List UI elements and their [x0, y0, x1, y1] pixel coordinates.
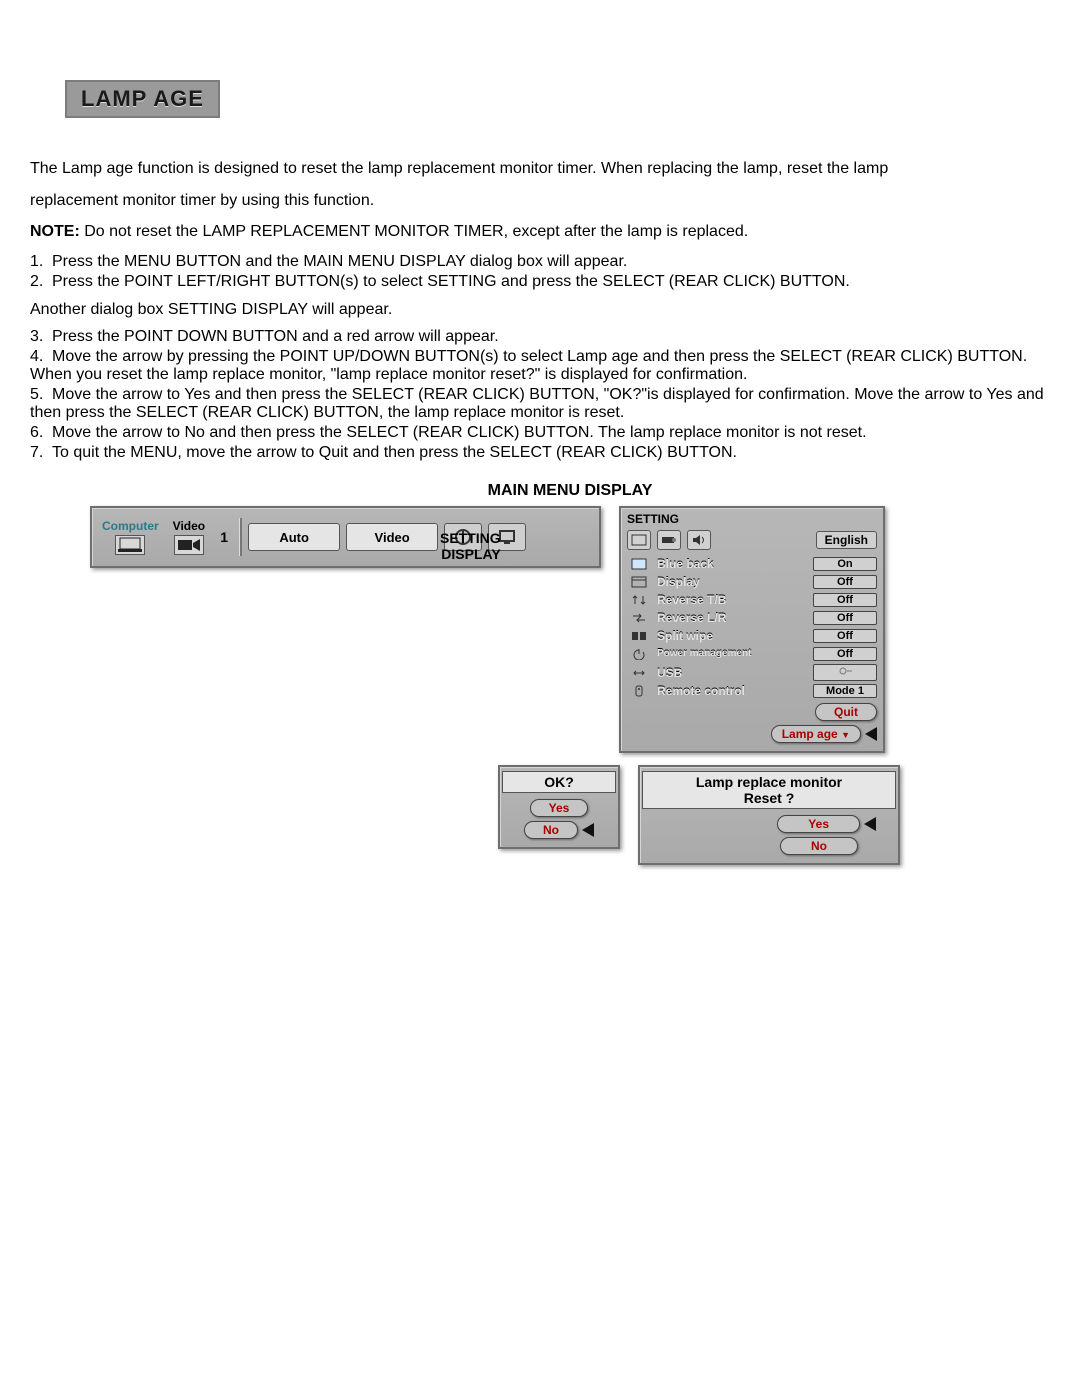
- setting-item-reverse-tb[interactable]: Reverse T/B Off: [627, 592, 877, 608]
- selection-arrow-icon: [865, 727, 877, 741]
- setting-item-label: Blue back: [657, 557, 807, 571]
- setting-item-split-wipe[interactable]: Split wipe Off: [627, 628, 877, 644]
- step-2: 2. Press the POINT LEFT/RIGHT BUTTON(s) …: [30, 273, 1050, 291]
- display-icon: [627, 574, 651, 590]
- setting-item-value: Off: [813, 611, 877, 625]
- power-management-icon: [627, 646, 651, 662]
- step-7: 7. To quit the MENU, move the arrow to Q…: [30, 444, 1050, 462]
- ok-dialog-title: OK?: [502, 771, 616, 793]
- split-wipe-icon: [627, 628, 651, 644]
- setting-item-blue-back[interactable]: Blue back On: [627, 556, 877, 572]
- tab-computer[interactable]: Computer: [98, 519, 163, 555]
- reset-yes-button[interactable]: Yes: [777, 815, 860, 833]
- screen-small-icon: [627, 530, 651, 550]
- step-1: 1. Press the MENU BUTTON and the MAIN ME…: [30, 253, 1050, 271]
- setting-item-label: Power management: [657, 649, 807, 659]
- callout-line-1: SETTING: [440, 530, 501, 546]
- tab-video[interactable]: Video: [169, 519, 209, 555]
- step-4: 4. Move the arrow by pressing the POINT …: [30, 348, 1050, 384]
- tab-video-label: Video: [173, 519, 205, 533]
- page-title-badge: LAMP AGE: [65, 80, 220, 118]
- note-text: Do not reset the LAMP REPLACEMENT MONITO…: [80, 223, 748, 240]
- setting-top-row: English: [627, 530, 877, 550]
- setting-item-value: Mode 1: [813, 684, 877, 698]
- step-6-text: Move the arrow to No and then press the …: [52, 424, 867, 441]
- figure-area: MAIN MENU DISPLAY Computer Video 1 Auto …: [30, 482, 1050, 865]
- camcorder-icon: [174, 535, 204, 555]
- setting-display-callout: SETTING DISPLAY: [440, 530, 501, 562]
- setting-item-value: Off: [813, 629, 877, 643]
- reset-title-line2: Reset ?: [744, 790, 795, 806]
- quit-button[interactable]: Quit: [815, 703, 877, 721]
- blue-back-icon: [627, 556, 651, 572]
- ok-no-button[interactable]: No: [524, 821, 578, 839]
- setting-item-usb[interactable]: USB: [627, 664, 877, 681]
- usb-icon: [627, 665, 651, 681]
- setting-header: SETTING: [627, 512, 877, 526]
- selection-arrow-icon: [582, 823, 594, 837]
- speaker-small-icon: [687, 530, 711, 550]
- step-1-text: Press the MENU BUTTON and the MAIN MENU …: [52, 253, 627, 270]
- tab-computer-label: Computer: [102, 519, 159, 533]
- setting-item-value: Off: [813, 575, 877, 589]
- setting-item-label: Display: [657, 575, 807, 589]
- setting-item-label: Split wipe: [657, 629, 807, 643]
- reset-dialog-title: Lamp replace monitor Reset ?: [642, 771, 896, 809]
- setting-panel: SETTING English Blue back On: [619, 506, 885, 753]
- ok-yes-button[interactable]: Yes: [530, 799, 589, 817]
- setting-item-label: Reverse T/B: [657, 593, 807, 607]
- setting-item-value: Off: [813, 647, 877, 661]
- note-paragraph: NOTE: Do not reset the LAMP REPLACEMENT …: [30, 221, 1050, 243]
- remote-control-icon: [627, 683, 651, 699]
- step-5-text: Move the arrow to Yes and then press the…: [30, 386, 1044, 421]
- steps-list-cont: 3. Press the POINT DOWN BUTTON and a red…: [30, 328, 1050, 462]
- computer-icon: [115, 535, 145, 555]
- setting-item-power-management[interactable]: Power management Off: [627, 646, 877, 662]
- setting-item-display[interactable]: Display Off: [627, 574, 877, 590]
- step-2b-text: Another dialog box SETTING DISPLAY will …: [30, 299, 1050, 321]
- setting-item-reverse-lr[interactable]: Reverse L/R Off: [627, 610, 877, 626]
- callout-line-2: DISPLAY: [440, 546, 501, 562]
- step-5: 5. Move the arrow to Yes and then press …: [30, 386, 1050, 422]
- lamp-age-label: Lamp age: [782, 727, 838, 741]
- language-label[interactable]: English: [816, 531, 877, 549]
- reset-dialog: Lamp replace monitor Reset ? Yes No: [638, 765, 900, 865]
- steps-list: 1. Press the MENU BUTTON and the MAIN ME…: [30, 253, 1050, 291]
- setting-item-remote-control[interactable]: Remote control Mode 1: [627, 683, 877, 699]
- intro-paragraph-2: replacement monitor timer by using this …: [30, 190, 1050, 212]
- figure-title: MAIN MENU DISPLAY: [30, 482, 1050, 500]
- reverse-tb-icon: [627, 592, 651, 608]
- source-number: 1: [215, 530, 233, 544]
- setting-item-label: Remote control: [657, 684, 807, 698]
- setting-item-value: Off: [813, 593, 877, 607]
- setting-item-value: [813, 664, 877, 681]
- step-2-text: Press the POINT LEFT/RIGHT BUTTON(s) to …: [52, 273, 850, 290]
- projector-small-icon: [657, 530, 681, 550]
- ok-dialog: OK? Yes No: [498, 765, 620, 849]
- step-3-text: Press the POINT DOWN BUTTON and a red ar…: [52, 328, 499, 345]
- step-3: 3. Press the POINT DOWN BUTTON and a red…: [30, 328, 1050, 346]
- selection-arrow-icon: [864, 817, 876, 831]
- reverse-lr-icon: [627, 610, 651, 626]
- reset-title-line1: Lamp replace monitor: [696, 774, 842, 790]
- step-4-text: Move the arrow by pressing the POINT UP/…: [30, 348, 1027, 383]
- menu-video[interactable]: Video: [346, 523, 438, 551]
- reset-no-button[interactable]: No: [780, 837, 858, 855]
- lamp-age-button[interactable]: Lamp age ▼: [771, 725, 861, 743]
- setting-item-label: USB: [657, 666, 807, 680]
- intro-text-1: The Lamp age function is designed to res…: [30, 160, 888, 177]
- menu-separator: [239, 518, 242, 556]
- setting-item-value: On: [813, 557, 877, 571]
- setting-item-label: Reverse L/R: [657, 611, 807, 625]
- note-label: NOTE:: [30, 223, 80, 240]
- step-6: 6. Move the arrow to No and then press t…: [30, 424, 1050, 442]
- step-7-text: To quit the MENU, move the arrow to Quit…: [52, 444, 737, 461]
- intro-paragraph-1: The Lamp age function is designed to res…: [30, 158, 1050, 180]
- menu-auto[interactable]: Auto: [248, 523, 340, 551]
- main-menu-panel: Computer Video 1 Auto Video: [90, 506, 601, 568]
